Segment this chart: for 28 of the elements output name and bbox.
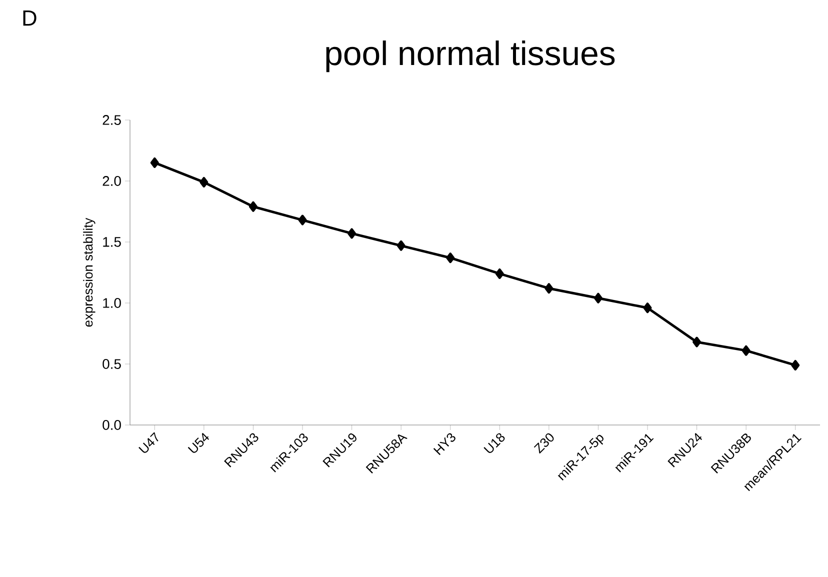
point xyxy=(446,252,455,264)
x-tick-label: U18 xyxy=(484,433,505,453)
y-tick-label: 0.0 xyxy=(102,420,121,430)
x-tick-label: HY3 xyxy=(433,433,456,456)
point xyxy=(742,345,750,356)
point xyxy=(248,201,258,212)
chart-title: pool normal tissues xyxy=(326,40,615,72)
point xyxy=(200,176,208,188)
point xyxy=(348,228,356,239)
x-tick-label: Z30 xyxy=(534,433,554,454)
y-tick-label: 1.5 xyxy=(103,237,121,247)
y-axis-title: expression stability xyxy=(83,218,96,327)
point xyxy=(298,214,307,226)
x-tick-label: U47 xyxy=(138,432,158,453)
text: D xyxy=(23,10,36,26)
y-tick-label: 2.5 xyxy=(102,115,121,125)
point xyxy=(594,292,602,304)
x-tick-label: U54 xyxy=(188,432,210,453)
y-tick-label: 2.0 xyxy=(102,176,121,186)
point xyxy=(692,336,702,348)
point xyxy=(544,283,554,294)
point xyxy=(396,240,406,251)
point xyxy=(643,302,652,314)
point xyxy=(150,157,159,168)
y-tick-label: 1.0 xyxy=(103,298,121,308)
point xyxy=(791,360,800,370)
point xyxy=(495,268,504,279)
y-tick-label: 0.5 xyxy=(102,359,121,369)
